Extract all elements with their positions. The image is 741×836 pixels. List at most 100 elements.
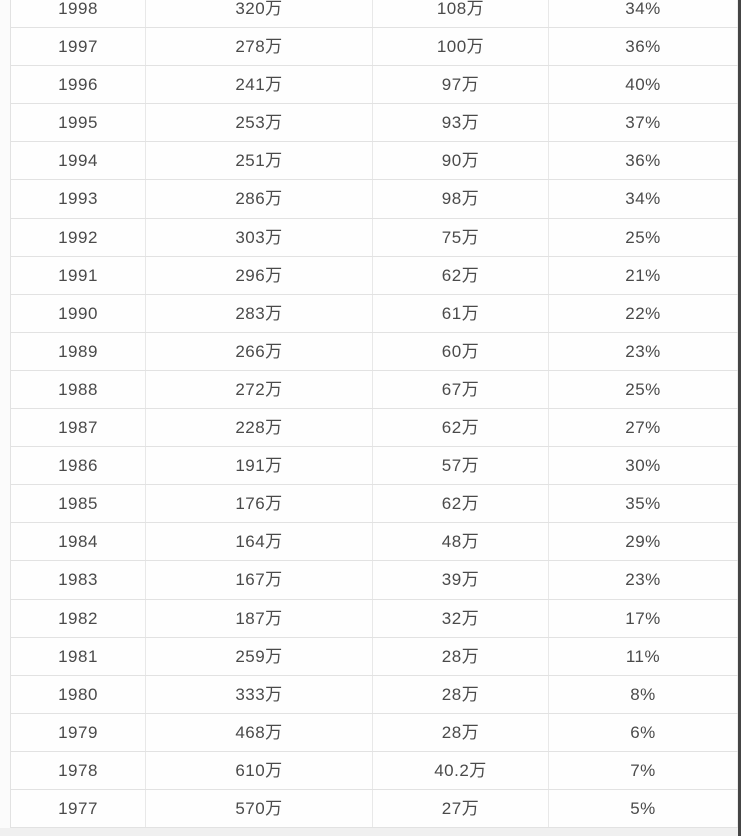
cell-value-1: 187万: [146, 599, 373, 637]
table-row: 1985 176万 62万 35%: [11, 485, 738, 524]
cell-percent: 36%: [549, 142, 738, 180]
cell-percent: 34%: [549, 0, 738, 28]
data-table: 1998 320万 108万 34% 1997 278万 100万 36% 19…: [10, 0, 738, 829]
table-row: 1986 191万 57万 30%: [11, 447, 738, 486]
cell-value-1: 333万: [146, 675, 373, 713]
cell-percent: 23%: [549, 561, 738, 599]
cell-year: 1985: [11, 485, 146, 523]
cell-year: 1982: [11, 599, 146, 637]
table-row: 1983 167万 39万 23%: [11, 561, 738, 600]
cell-value-1: 251万: [146, 142, 373, 180]
cell-year: 1980: [11, 675, 146, 713]
cell-value-2: 90万: [373, 142, 549, 180]
cell-value-2: 97万: [373, 66, 549, 104]
cell-year: 1994: [11, 142, 146, 180]
cell-percent: 22%: [549, 294, 738, 332]
cell-value-1: 610万: [146, 751, 373, 789]
cell-value-2: 100万: [373, 28, 549, 66]
cell-percent: 27%: [549, 409, 738, 447]
table-row: 1989 266万 60万 23%: [11, 332, 738, 371]
cell-year: 1986: [11, 447, 146, 485]
table-row: 1977 570万 27万 5%: [11, 789, 738, 829]
cell-value-1: 278万: [146, 28, 373, 66]
cell-value-2: 61万: [373, 294, 549, 332]
table-row: 1990 283万 61万 22%: [11, 294, 738, 333]
cell-percent: 5%: [549, 789, 738, 828]
table-row: 1995 253万 93万 37%: [11, 104, 738, 143]
cell-year: 1997: [11, 28, 146, 66]
cell-value-1: 176万: [146, 485, 373, 523]
cell-percent: 25%: [549, 218, 738, 256]
cell-value-1: 167万: [146, 561, 373, 599]
cell-year: 1984: [11, 523, 146, 561]
cell-value-2: 60万: [373, 332, 549, 370]
cell-percent: 30%: [549, 447, 738, 485]
table-row: 1979 468万 28万 6%: [11, 713, 738, 752]
cell-year: 1987: [11, 409, 146, 447]
table-row: 1994 251万 90万 36%: [11, 142, 738, 181]
cell-percent: 40%: [549, 66, 738, 104]
cell-value-1: 266万: [146, 332, 373, 370]
cell-value-2: 62万: [373, 485, 549, 523]
cell-value-1: 191万: [146, 447, 373, 485]
cell-value-2: 75万: [373, 218, 549, 256]
cell-value-2: 98万: [373, 180, 549, 218]
cell-percent: 25%: [549, 370, 738, 409]
cell-value-1: 228万: [146, 409, 373, 447]
cell-value-2: 28万: [373, 637, 549, 675]
cell-value-2: 62万: [373, 409, 549, 447]
cell-value-2: 28万: [373, 675, 549, 713]
table-row: 1987 228万 62万 27%: [11, 409, 738, 448]
cell-value-2: 108万: [373, 0, 549, 28]
bottom-strip: [0, 828, 741, 836]
cell-value-1: 241万: [146, 66, 373, 104]
cell-value-2: 39万: [373, 561, 549, 599]
cell-value-2: 62万: [373, 256, 549, 294]
cell-value-2: 67万: [373, 370, 549, 409]
cell-year: 1993: [11, 180, 146, 218]
cell-percent: 36%: [549, 28, 738, 66]
table-row: 1991 296万 62万 21%: [11, 256, 738, 295]
cell-percent: 17%: [549, 599, 738, 637]
cell-value-1: 296万: [146, 256, 373, 294]
table-row: 1980 333万 28万 8%: [11, 675, 738, 714]
cell-percent: 23%: [549, 332, 738, 370]
cell-value-1: 468万: [146, 713, 373, 751]
table-row: 1978 610万 40.2万 7%: [11, 751, 738, 790]
cell-percent: 6%: [549, 713, 738, 751]
cell-percent: 21%: [549, 256, 738, 294]
cell-value-2: 93万: [373, 104, 549, 142]
cell-year: 1981: [11, 637, 146, 675]
cell-value-1: 164万: [146, 523, 373, 561]
table-row: 1996 241万 97万 40%: [11, 66, 738, 105]
table-row: 1984 164万 48万 29%: [11, 523, 738, 562]
cell-year: 1989: [11, 332, 146, 370]
cell-year: 1998: [11, 0, 146, 28]
cell-value-1: 570万: [146, 789, 373, 828]
cell-value-1: 253万: [146, 104, 373, 142]
cell-value-2: 57万: [373, 447, 549, 485]
cell-year: 1991: [11, 256, 146, 294]
table-row: 1981 259万 28万 11%: [11, 637, 738, 676]
cell-value-1: 259万: [146, 637, 373, 675]
screenshot-right-edge: [738, 0, 741, 836]
cell-value-2: 27万: [373, 789, 549, 828]
table-row: 1997 278万 100万 36%: [11, 28, 738, 67]
cell-percent: 29%: [549, 523, 738, 561]
cell-value-1: 303万: [146, 218, 373, 256]
cell-percent: 35%: [549, 485, 738, 523]
table-row: 1992 303万 75万 25%: [11, 218, 738, 257]
cell-year: 1977: [11, 789, 146, 828]
table-row: 1982 187万 32万 17%: [11, 599, 738, 638]
cell-value-2: 32万: [373, 599, 549, 637]
table-row: 1988 272万 67万 25%: [11, 370, 738, 410]
cell-year: 1983: [11, 561, 146, 599]
cell-percent: 11%: [549, 637, 738, 675]
cell-year: 1978: [11, 751, 146, 789]
cell-value-1: 320万: [146, 0, 373, 28]
cell-year: 1995: [11, 104, 146, 142]
table-row: 1993 286万 98万 34%: [11, 180, 738, 219]
cell-value-2: 48万: [373, 523, 549, 561]
cell-value-2: 28万: [373, 713, 549, 751]
